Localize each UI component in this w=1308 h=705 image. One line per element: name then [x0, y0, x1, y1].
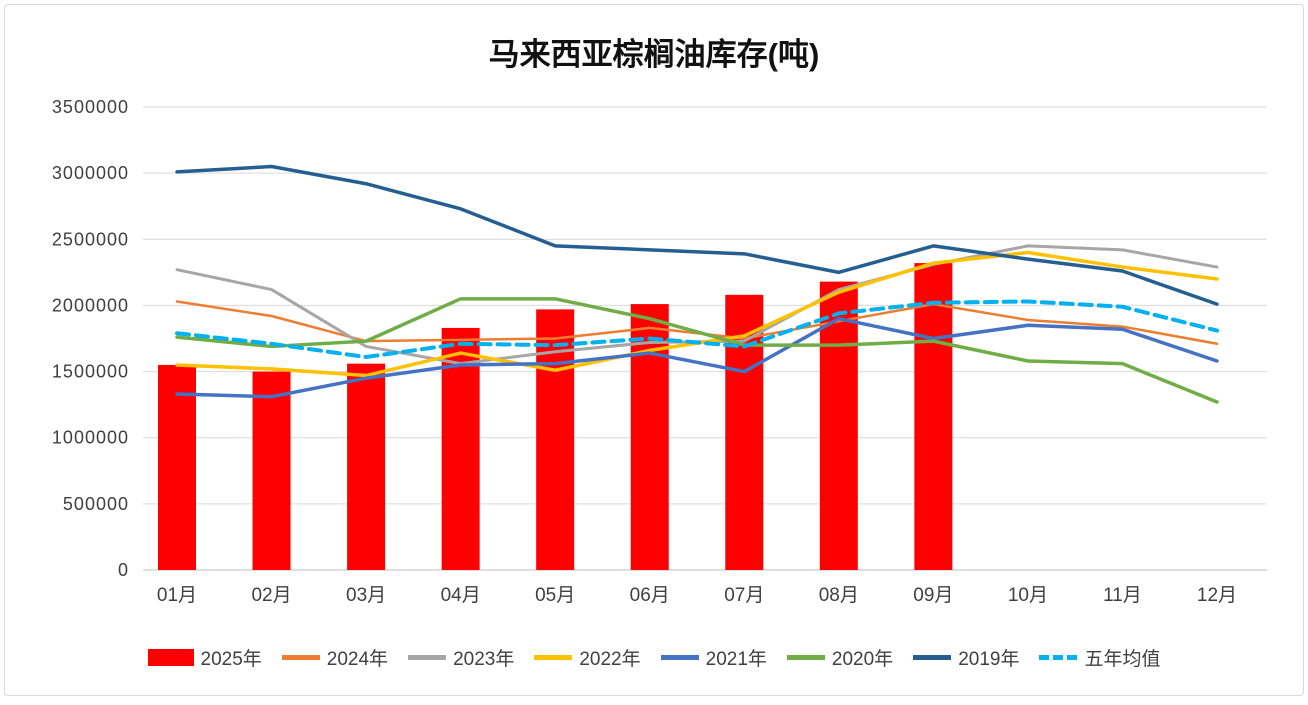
legend-item-五年均值: 五年均值 [1039, 644, 1160, 671]
legend-swatch-line [786, 655, 825, 660]
x-tick-label: 03月 [346, 585, 386, 606]
legend-item-2020年: 2020年 [786, 644, 894, 671]
bar-2025年-03月 [347, 363, 386, 570]
legend-swatch-bar [147, 649, 194, 666]
x-tick-label: 05月 [535, 585, 575, 606]
line-2021年 [175, 316, 1219, 399]
y-tick-label: 0 [118, 560, 129, 580]
bar-2025年-01月 [158, 364, 196, 570]
y-tick-label: 1500000 [52, 362, 129, 382]
line-2022年 [175, 250, 1219, 378]
legend-label: 2023年 [453, 649, 515, 670]
chart-title: 马来西亚棕榈油库存(吨) [488, 37, 820, 72]
legend-item-2019年: 2019年 [913, 644, 1019, 671]
legend-swatch-line [281, 655, 320, 660]
y-tick-label: 2000000 [52, 295, 129, 315]
x-tick-label: 04月 [441, 585, 481, 606]
legend-swatch-line [913, 655, 952, 660]
x-tick-label: 07月 [724, 585, 764, 606]
bar-2025年-08月 [819, 281, 858, 570]
bar-2025年-09月 [914, 263, 953, 570]
x-tick-label: 10月 [1008, 585, 1048, 606]
y-tick-label: 3500000 [52, 97, 129, 117]
legend-label: 2024年 [326, 649, 389, 670]
legend-item-2024年: 2024年 [281, 644, 389, 671]
line-2019年 [175, 164, 1219, 306]
x-tick-label: 11月 [1103, 585, 1142, 606]
x-tick-label: 06月 [630, 585, 670, 606]
legend-swatch-line [1039, 655, 1078, 660]
legend-label: 2025年 [200, 649, 262, 670]
chart-plot-area: 0 500000 1000000 1500000 2000000 2500000 30000… [52, 97, 1267, 606]
legend-swatch-line [660, 655, 699, 660]
y-tick-label: 3000000 [52, 163, 129, 183]
legend-item-2025年: 2025年 [147, 644, 262, 671]
legend-item-2023年: 2023年 [408, 644, 514, 671]
legend-label: 2021年 [705, 649, 767, 670]
legend-item-2022年: 2022年 [534, 644, 641, 671]
x-tick-label: 09月 [913, 585, 953, 606]
x-tick-label: 01月 [157, 585, 197, 606]
legend-label: 2020年 [831, 649, 894, 670]
line-2024年 [175, 300, 1219, 346]
bar-2025年-02月 [252, 371, 291, 570]
y-tick-label: 1000000 [52, 428, 129, 448]
legend-swatch-line [534, 655, 573, 660]
x-tick-label: 08月 [819, 585, 859, 606]
legend-label: 2022年 [579, 649, 641, 670]
legend-label: 五年均值 [1084, 649, 1161, 670]
bar-2025年-05月 [536, 309, 575, 570]
x-tick-label: 12月 [1197, 585, 1237, 606]
legend-swatch-line [408, 655, 447, 660]
y-tick-label: 500000 [63, 494, 129, 514]
chart-card: 马来西亚棕榈油库存(吨) 0 500000 1000000 1500000 200000… [4, 4, 1304, 696]
y-tick-label: 2500000 [52, 229, 129, 249]
line-五年均值 [175, 299, 1219, 360]
line-2020年 [175, 297, 1219, 404]
legend-label: 2019年 [958, 649, 1020, 670]
x-tick-label: 02月 [251, 585, 291, 606]
chart-legend: 2025年 2024年 2023年 2022年 2021年 2020年 2019年 五年均值 [5, 644, 1303, 671]
legend-item-2021年: 2021年 [660, 644, 767, 671]
